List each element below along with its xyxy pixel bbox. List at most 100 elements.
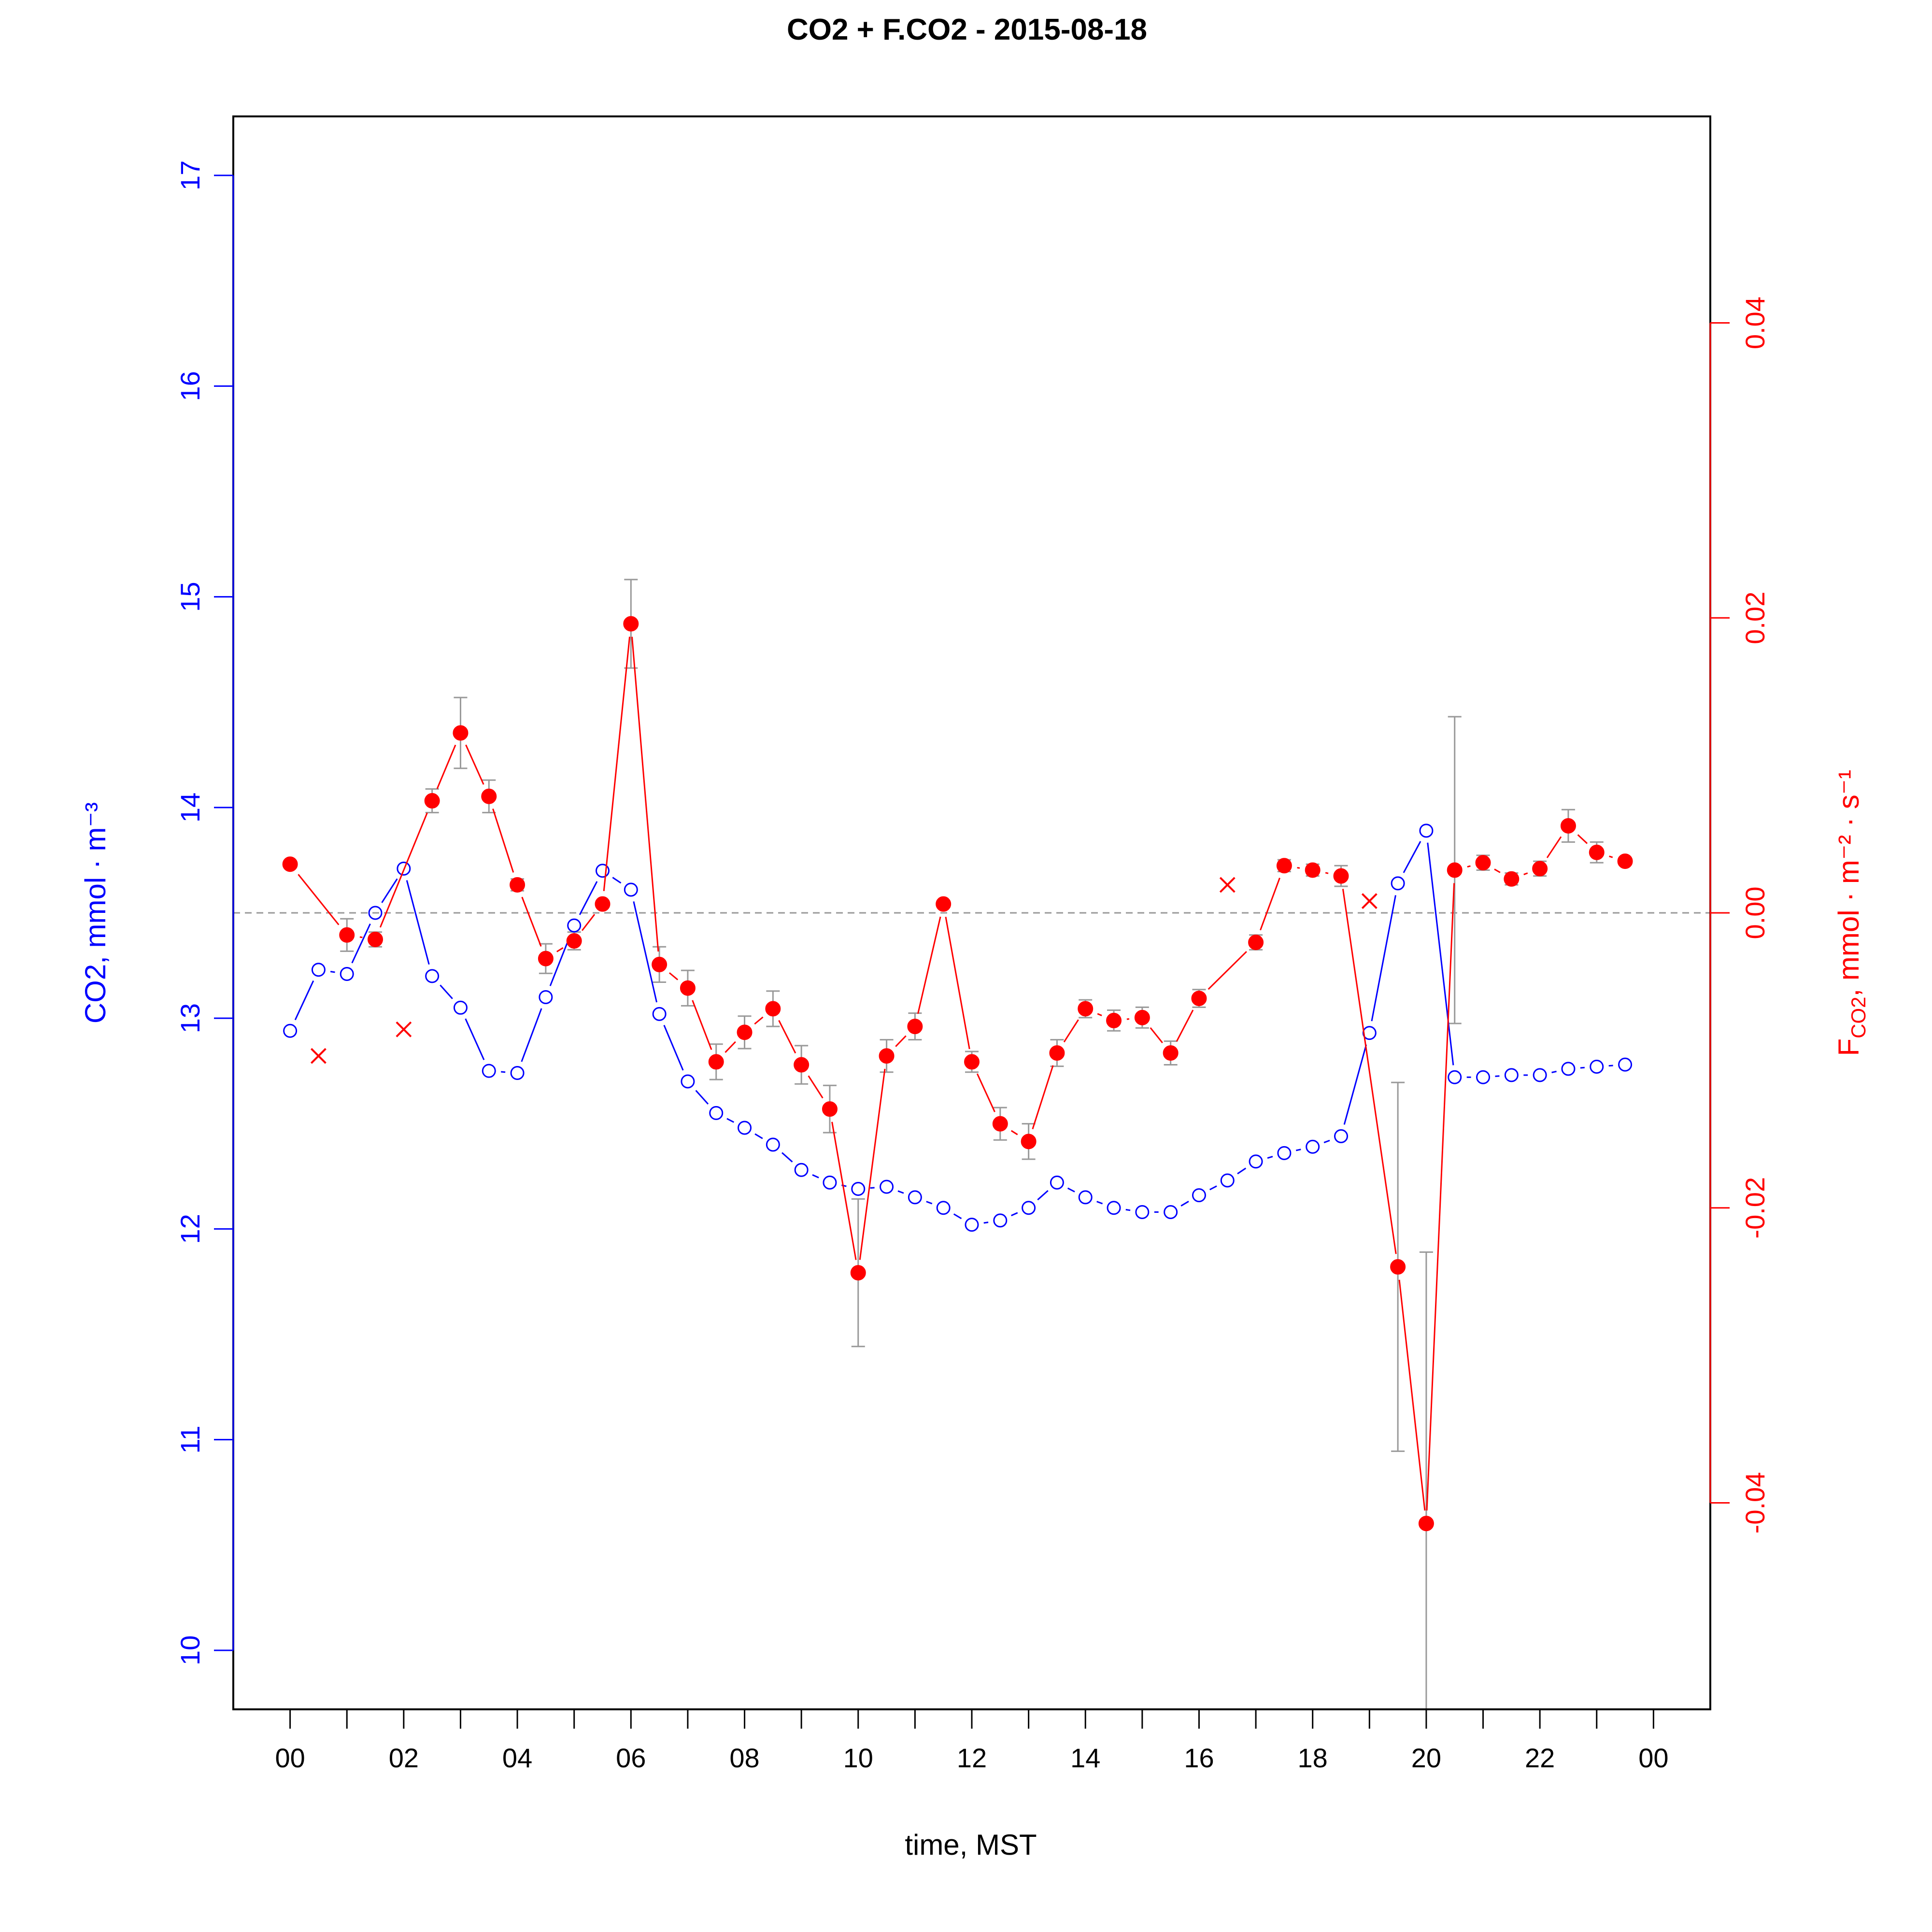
flux-point bbox=[879, 1048, 895, 1064]
flux-point bbox=[1078, 1001, 1094, 1017]
flux-point bbox=[765, 1001, 781, 1017]
co2-point bbox=[908, 1190, 922, 1205]
co2-point bbox=[1220, 1173, 1235, 1188]
flux-line-segment bbox=[1032, 1065, 1054, 1130]
co2-line-segment bbox=[330, 970, 335, 973]
error-bars bbox=[340, 579, 1604, 1709]
flux-line-segment bbox=[945, 916, 970, 1050]
flux-line-segment bbox=[1467, 865, 1471, 868]
flux-line-segment bbox=[359, 936, 363, 938]
co2-point bbox=[539, 990, 553, 1004]
co2-point bbox=[482, 1064, 496, 1078]
flux-point bbox=[936, 896, 952, 912]
left-axis-tick-label: 16 bbox=[175, 371, 205, 401]
co2-line-segment bbox=[1237, 1167, 1247, 1175]
flux-line-segment bbox=[668, 972, 679, 980]
co2-point bbox=[681, 1074, 695, 1089]
co2-line-segment bbox=[1209, 1185, 1217, 1191]
co2-line-segment bbox=[1608, 1065, 1613, 1067]
x-axis-tick-label: 16 bbox=[1184, 1743, 1214, 1773]
flux-point bbox=[1106, 1012, 1122, 1028]
chart-title: CO2 + F.CO2 - 2015-08-18 bbox=[787, 13, 1147, 46]
co2-point bbox=[1533, 1068, 1547, 1082]
flux-rejected-point bbox=[1219, 877, 1236, 893]
flux-point bbox=[1049, 1045, 1065, 1061]
flux-line-segment bbox=[1176, 1009, 1194, 1042]
co2-point bbox=[993, 1213, 1008, 1228]
x-axis-tick-label: 08 bbox=[729, 1743, 759, 1773]
co2-line-segment bbox=[781, 1152, 793, 1163]
co2-point bbox=[453, 1000, 468, 1015]
flux-point bbox=[1191, 991, 1207, 1007]
co2-point bbox=[1135, 1205, 1150, 1219]
co2-line-segment bbox=[983, 1222, 989, 1224]
co2-point bbox=[567, 918, 582, 933]
flux-line-segment bbox=[778, 1020, 796, 1054]
co2-line-segment bbox=[612, 877, 622, 884]
co2-point bbox=[510, 1066, 525, 1080]
right-axis-tick-label: -0.02 bbox=[1740, 1177, 1770, 1239]
x-axis-tick-label: 20 bbox=[1411, 1743, 1441, 1773]
flux-line-segment bbox=[1208, 951, 1247, 990]
co2-point bbox=[1448, 1070, 1462, 1084]
flux-point bbox=[822, 1101, 838, 1117]
flux-line-segment bbox=[631, 637, 659, 952]
flux-point bbox=[282, 856, 298, 872]
y-axis-label-right-subscript: CO2 bbox=[1847, 996, 1870, 1038]
flux-line-segment bbox=[1398, 1279, 1426, 1511]
co2-line-segment bbox=[1495, 1075, 1500, 1077]
flux-line-segment bbox=[859, 1068, 886, 1260]
x-axis-label: time, MST bbox=[905, 1829, 1037, 1861]
co2-line-segment bbox=[953, 1213, 962, 1220]
co2-line-segment bbox=[1427, 842, 1454, 1065]
co2-point bbox=[738, 1121, 752, 1135]
co2-line-segment bbox=[663, 1024, 684, 1071]
flux-point bbox=[623, 616, 639, 632]
co2-point bbox=[766, 1137, 780, 1152]
cross-stroke bbox=[396, 1021, 412, 1037]
y-axis-label-right: FCO2, mmol · m⁻² · s⁻¹ bbox=[1833, 770, 1870, 1056]
co2-line-segment bbox=[294, 980, 314, 1021]
flux-line-segment bbox=[1523, 872, 1528, 875]
flux-point bbox=[368, 931, 384, 947]
flux-point bbox=[1418, 1516, 1434, 1532]
co2-point bbox=[425, 969, 440, 983]
flux-line-segment bbox=[465, 744, 484, 785]
co2-point bbox=[794, 1163, 809, 1177]
left-axis-tick-label: 12 bbox=[175, 1214, 205, 1244]
co2-line-segment bbox=[351, 923, 371, 964]
flux-point bbox=[510, 877, 526, 893]
flux-point bbox=[1447, 862, 1463, 878]
flux-point bbox=[1134, 1009, 1150, 1025]
left-axis-tick-label: 15 bbox=[175, 582, 205, 611]
co2-point bbox=[596, 864, 610, 878]
x-axis-tick-label: 00 bbox=[1638, 1743, 1668, 1773]
flux-line-segment bbox=[1297, 867, 1300, 869]
flux-point bbox=[1021, 1134, 1037, 1150]
co2-line-segment bbox=[1295, 1149, 1301, 1151]
right-axis: -0.04 -0.02 0.00 0.02 0.04 bbox=[1709, 297, 1770, 1534]
co2-point bbox=[936, 1201, 951, 1215]
co2-line-segment bbox=[812, 1174, 819, 1179]
co2-line-segment bbox=[465, 1018, 485, 1060]
co2-line-segment bbox=[579, 881, 598, 915]
flux-rejected-point bbox=[1361, 893, 1378, 909]
flux-point bbox=[1560, 818, 1576, 834]
flux-point bbox=[1617, 853, 1633, 869]
left-axis: 10 11 12 13 14 15 16 17 bbox=[175, 160, 234, 1665]
right-axis-tick-label: 0.04 bbox=[1740, 297, 1770, 349]
co2-point bbox=[1476, 1070, 1491, 1084]
right-axis-tick-label: -0.04 bbox=[1740, 1472, 1770, 1534]
left-axis-tick-label: 11 bbox=[175, 1426, 205, 1454]
y-axis-label-right-units: , mmol · m⁻² · s⁻¹ bbox=[1833, 770, 1865, 997]
flux-line-segment bbox=[1577, 834, 1588, 844]
co2-line-segment bbox=[726, 1118, 735, 1123]
co2-line-segment bbox=[381, 878, 398, 903]
flux-line-segment bbox=[831, 1122, 857, 1260]
co2-line-segment bbox=[1067, 1187, 1075, 1193]
co2-line-segment bbox=[1037, 1190, 1049, 1201]
flux-line-segment bbox=[581, 914, 596, 931]
flux-line-segment bbox=[917, 916, 941, 1014]
flux-line-segment bbox=[1426, 883, 1455, 1511]
co2-point bbox=[823, 1175, 837, 1190]
